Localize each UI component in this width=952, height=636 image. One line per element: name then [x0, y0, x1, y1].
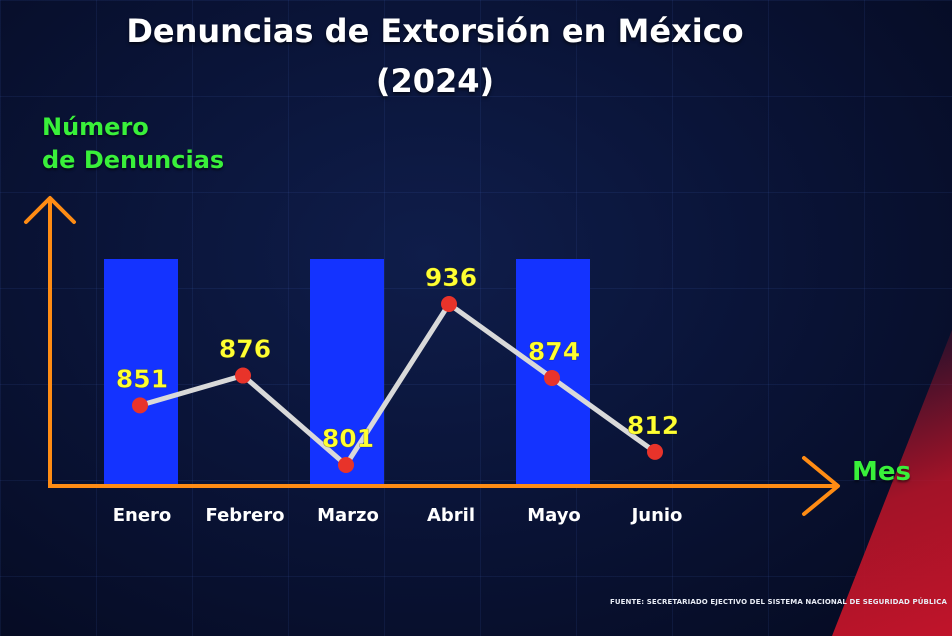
x-tick-label: Abril	[427, 505, 475, 526]
source-note: FUENTE: SECRETARIADO EJECTIVO DEL SISTEM…	[610, 598, 947, 606]
data-point	[132, 397, 148, 414]
x-axis-arrowhead	[802, 456, 840, 516]
x-tick-label: Junio	[630, 505, 683, 526]
data-point	[235, 367, 251, 384]
data-point	[647, 443, 663, 460]
data-point	[441, 296, 457, 312]
x-axis-label: Mes	[852, 457, 911, 487]
chart-title: Denuncias de Extorsión en México	[126, 12, 744, 50]
x-tick-label: Mayo	[527, 505, 581, 526]
data-label: 874	[528, 337, 580, 366]
x-tick-label: Enero	[113, 505, 172, 526]
highlight-bar	[104, 259, 178, 486]
x-tick-label: Marzo	[317, 505, 379, 526]
highlight-bar	[310, 259, 384, 486]
data-label: 812	[627, 411, 679, 440]
chart-subtitle-year: (2024)	[375, 62, 495, 100]
data-label: 801	[322, 424, 374, 453]
y-axis-label-line2: de Denuncias	[42, 146, 225, 174]
y-axis-arrowhead	[24, 196, 76, 224]
data-label: 851	[116, 364, 168, 393]
series-line	[137, 301, 658, 468]
x-tick-label: Febrero	[206, 505, 285, 526]
data-point	[544, 369, 560, 386]
data-label: 876	[219, 335, 271, 364]
data-point	[338, 457, 354, 473]
data-label: 936	[425, 263, 477, 292]
y-axis-label-line1: Número	[42, 113, 149, 141]
